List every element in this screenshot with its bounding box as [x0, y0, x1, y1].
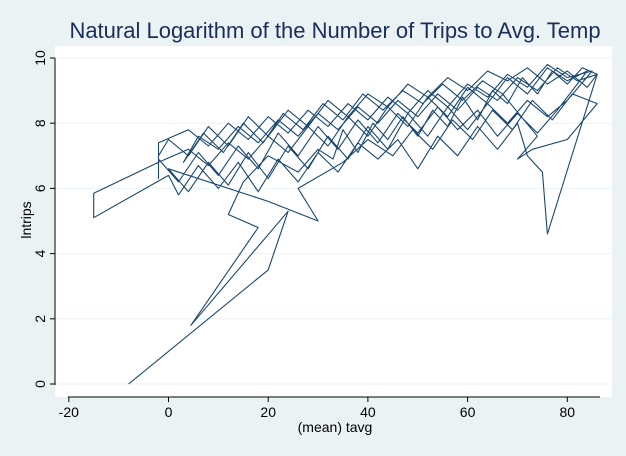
series-layer [93, 63, 598, 385]
y-tick-label-1: 2 [32, 315, 48, 323]
y-axis-label: lntrips [18, 201, 34, 238]
x-ticks: -20 0 20 40 60 80 [59, 397, 576, 420]
x-tick-label-5: 80 [560, 404, 576, 420]
y-tick-label-0: 0 [32, 380, 48, 388]
chart-title: Natural Logarithm of the Number of Trips… [69, 18, 600, 43]
grid-lines [56, 57, 611, 385]
y-tick-label-4: 8 [32, 119, 48, 127]
x-tick-label-2: 20 [260, 404, 276, 420]
y-tick-label-5: 10 [32, 50, 48, 66]
x-axis-label: (mean) tavg [298, 419, 373, 435]
y-tick-label-3: 6 [32, 184, 48, 192]
series-line-0 [93, 63, 598, 385]
y-ticks: 0 2 4 6 8 10 [32, 50, 55, 388]
y-tick-label-2: 4 [32, 249, 48, 257]
plot-background [55, 46, 612, 397]
x-tick-label-3: 40 [360, 404, 376, 420]
x-tick-label-1: 0 [165, 404, 173, 420]
x-tick-label-4: 60 [460, 404, 476, 420]
x-tick-label-0: -20 [59, 404, 79, 420]
axes [54, 58, 600, 398]
